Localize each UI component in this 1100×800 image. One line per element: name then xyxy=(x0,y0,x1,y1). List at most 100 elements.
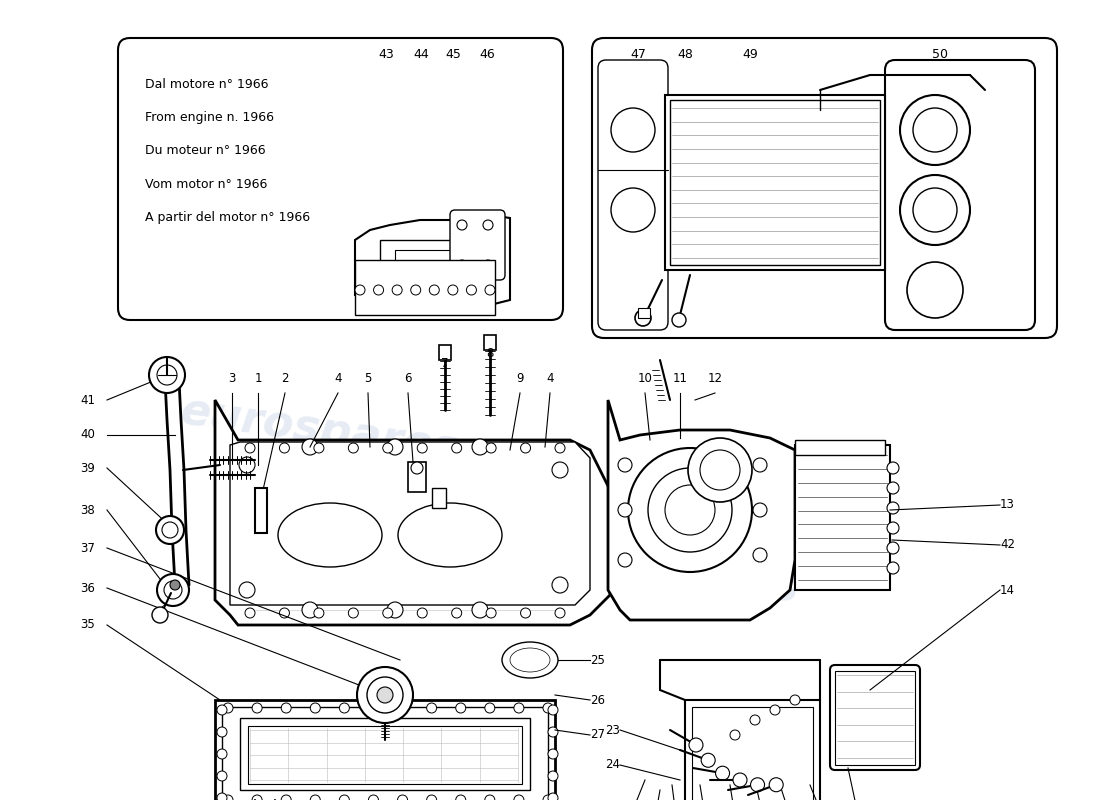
Circle shape xyxy=(279,443,289,453)
Text: 42: 42 xyxy=(1000,538,1015,551)
Circle shape xyxy=(887,502,899,514)
Circle shape xyxy=(750,778,764,792)
Circle shape xyxy=(455,795,465,800)
Circle shape xyxy=(397,795,407,800)
Circle shape xyxy=(429,285,439,295)
Circle shape xyxy=(417,443,427,453)
Bar xyxy=(795,445,890,590)
Circle shape xyxy=(887,462,899,474)
Bar xyxy=(364,230,382,238)
Circle shape xyxy=(700,450,740,490)
Bar xyxy=(395,250,465,275)
Bar xyxy=(484,335,496,350)
Circle shape xyxy=(730,730,740,740)
Circle shape xyxy=(427,703,437,713)
Circle shape xyxy=(367,677,403,713)
FancyBboxPatch shape xyxy=(118,38,563,320)
Polygon shape xyxy=(355,215,510,305)
Circle shape xyxy=(548,793,558,800)
Circle shape xyxy=(754,548,767,562)
Circle shape xyxy=(387,439,403,455)
Bar xyxy=(666,95,886,270)
Circle shape xyxy=(310,795,320,800)
Text: Du moteur n° 1966: Du moteur n° 1966 xyxy=(145,145,265,158)
Circle shape xyxy=(483,220,493,230)
Text: 49: 49 xyxy=(742,49,758,62)
Circle shape xyxy=(448,285,458,295)
Circle shape xyxy=(466,285,476,295)
FancyBboxPatch shape xyxy=(886,60,1035,330)
Circle shape xyxy=(769,778,783,792)
FancyBboxPatch shape xyxy=(598,60,668,330)
Circle shape xyxy=(485,795,495,800)
Circle shape xyxy=(543,703,553,713)
Circle shape xyxy=(483,260,493,270)
Circle shape xyxy=(377,687,393,703)
Text: From engine n. 1966: From engine n. 1966 xyxy=(145,111,274,125)
Ellipse shape xyxy=(278,503,382,567)
Text: eurospares: eurospares xyxy=(518,529,802,611)
Text: 43: 43 xyxy=(378,49,394,62)
Bar xyxy=(379,240,480,280)
Circle shape xyxy=(887,562,899,574)
Circle shape xyxy=(618,553,632,567)
Circle shape xyxy=(887,482,899,494)
Circle shape xyxy=(548,749,558,759)
Circle shape xyxy=(223,703,233,713)
Circle shape xyxy=(913,188,957,232)
Bar xyxy=(795,440,886,455)
Circle shape xyxy=(556,608,565,618)
Circle shape xyxy=(452,608,462,618)
Circle shape xyxy=(397,703,407,713)
Text: 9: 9 xyxy=(516,372,524,385)
Circle shape xyxy=(520,443,530,453)
Circle shape xyxy=(455,703,465,713)
Circle shape xyxy=(548,705,558,715)
Text: 39: 39 xyxy=(80,462,95,474)
FancyBboxPatch shape xyxy=(450,210,505,280)
Text: eurospares: eurospares xyxy=(178,389,462,471)
Ellipse shape xyxy=(510,648,550,672)
Circle shape xyxy=(302,602,318,618)
Text: Vom motor n° 1966: Vom motor n° 1966 xyxy=(145,178,267,190)
Bar xyxy=(432,488,446,508)
Circle shape xyxy=(358,667,412,723)
Circle shape xyxy=(552,462,568,478)
Circle shape xyxy=(543,795,553,800)
Bar xyxy=(355,260,495,315)
Circle shape xyxy=(245,608,255,618)
Bar xyxy=(638,308,650,318)
Text: 4: 4 xyxy=(334,372,342,385)
Circle shape xyxy=(790,695,800,705)
Circle shape xyxy=(635,310,651,326)
Text: 44: 44 xyxy=(414,49,429,62)
Bar xyxy=(692,707,813,800)
Circle shape xyxy=(239,457,255,473)
Circle shape xyxy=(252,703,262,713)
Circle shape xyxy=(383,608,393,618)
Bar xyxy=(670,100,880,265)
FancyBboxPatch shape xyxy=(830,665,920,770)
Text: 40: 40 xyxy=(80,429,95,442)
Circle shape xyxy=(485,285,495,295)
Text: Dal motore n° 1966: Dal motore n° 1966 xyxy=(145,78,268,91)
Text: 14: 14 xyxy=(1000,583,1015,597)
Circle shape xyxy=(355,285,365,295)
Circle shape xyxy=(340,703,350,713)
Text: 26: 26 xyxy=(590,694,605,706)
Circle shape xyxy=(170,580,180,590)
Text: 4: 4 xyxy=(547,372,553,385)
Circle shape xyxy=(383,443,393,453)
Text: 36: 36 xyxy=(80,582,95,594)
Circle shape xyxy=(282,795,292,800)
Circle shape xyxy=(887,542,899,554)
Circle shape xyxy=(610,108,654,152)
Circle shape xyxy=(618,503,632,517)
Circle shape xyxy=(223,795,233,800)
Circle shape xyxy=(349,608,359,618)
Circle shape xyxy=(452,443,462,453)
Text: 5: 5 xyxy=(364,372,372,385)
Text: 3: 3 xyxy=(229,372,235,385)
Bar xyxy=(240,718,530,790)
Circle shape xyxy=(456,220,468,230)
